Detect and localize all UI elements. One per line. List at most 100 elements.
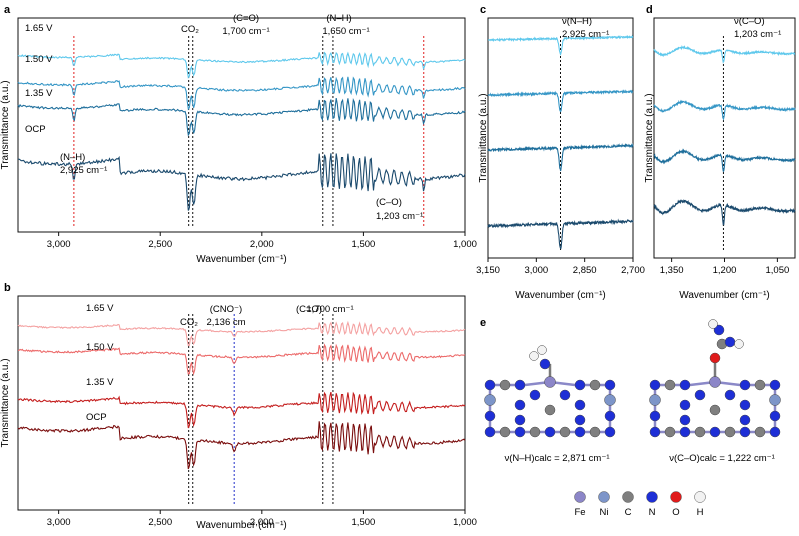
atom-mol-1-10	[499, 379, 511, 391]
series-line-d-0	[653, 45, 796, 64]
element-legend: Fe Ni C N O H	[574, 491, 706, 518]
y-axis-label-b: Transmittance (a.u.)	[0, 358, 11, 447]
legend-label-ni: Ni	[600, 507, 609, 518]
legend-swatch-c	[622, 491, 634, 503]
series-label-a-0: 1.65 V	[25, 23, 53, 34]
x-tick-label-d-0: 1,350	[660, 265, 684, 276]
atom-mol-1-9	[484, 379, 496, 391]
atom-mol-2-12	[739, 379, 751, 391]
atom-mol-1-19	[514, 399, 526, 411]
co-calc-caption: ν(C–O)calc = 1,222 cm⁻¹	[669, 453, 775, 464]
atom-mol-1-7	[589, 426, 601, 438]
annotation-a-0: CO₂	[181, 24, 199, 35]
atom-mol-1-11	[514, 379, 526, 391]
x-tick-label-b-4: 1,000	[453, 517, 477, 528]
legend-label-o: O	[672, 507, 679, 518]
atom-mol-2-14	[769, 379, 781, 391]
atom-mol-2-16	[649, 410, 661, 422]
series-line-d-1	[653, 99, 796, 121]
atom-mol-2-6	[739, 426, 751, 438]
series-line-b-1	[17, 343, 466, 376]
atom-mol-2-9	[649, 379, 661, 391]
atom-mol-1-0	[484, 426, 496, 438]
atom-mol-2-27	[709, 352, 721, 364]
panel-label-b: b	[4, 282, 11, 294]
panel-label-d: d	[646, 4, 653, 16]
annotation-a-2: 1,700 cm⁻¹	[222, 26, 269, 37]
x-tick-label-a-0: 3,000	[47, 239, 71, 250]
atom-mol-2-13	[754, 379, 766, 391]
x-tick-label-c-0: 3,150	[476, 265, 500, 276]
atom-mol-2-24	[709, 404, 721, 416]
plot-frame-b	[17, 295, 466, 511]
series-label-b-3: OCP	[86, 412, 107, 423]
annotation-a-3: (N–H)	[326, 13, 351, 24]
atom-mol-2-7	[754, 426, 766, 438]
series-line-a-3	[18, 153, 466, 211]
series-line-d-3	[653, 199, 796, 226]
annotation-d-1: 1,203 cm⁻¹	[734, 29, 781, 40]
atom-mol-2-23	[709, 376, 721, 388]
series-label-a-3: OCP	[25, 124, 46, 135]
annotation-b-0: CO₂	[180, 317, 198, 328]
atom-mol-2-19	[679, 399, 691, 411]
atom-mol-2-1	[664, 426, 676, 438]
series-label-b-2: 1.35 V	[86, 377, 114, 388]
series-line-c-2	[487, 142, 634, 172]
chart-panel-d: 1,350 1,200 1,050 Wavenumber (cm⁻¹) Transmit…	[644, 16, 796, 301]
atom-mol-1-28	[529, 351, 539, 361]
x-tick-label-b-1: 2,500	[148, 517, 172, 528]
legend-label-n: N	[649, 507, 656, 518]
atom-mol-1-17	[604, 394, 616, 406]
atom-mol-1-18	[604, 410, 616, 422]
atom-mol-1-20	[574, 399, 586, 411]
atom-mol-2-3	[694, 426, 706, 438]
y-axis-label-d: Transmittance (a.u.)	[644, 93, 655, 182]
series-line-d-2	[653, 148, 796, 173]
atom-mol-1-6	[574, 426, 586, 438]
legend-swatch-ni	[598, 491, 610, 503]
annotation-c-0: ν(N–H)	[562, 16, 592, 27]
x-tick-label-b-0: 3,000	[47, 517, 71, 528]
legend-label-c: C	[625, 507, 632, 518]
atom-mol-2-8	[769, 426, 781, 438]
legend-swatch-fe	[574, 491, 586, 503]
series-line-a-2	[17, 97, 466, 137]
series-line-c-1	[487, 89, 634, 113]
series-line-c-0	[488, 34, 634, 56]
x-axis-label-b: Wavenumber (cm⁻¹)	[196, 520, 286, 531]
atom-mol-2-17	[769, 394, 781, 406]
series-line-a-1	[17, 76, 466, 111]
atom-mol-2-29	[724, 336, 736, 348]
x-tick-label-d-1: 1,200	[713, 265, 737, 276]
x-axis-label-a: Wavenumber (cm⁻¹)	[196, 254, 286, 265]
atom-mol-1-8	[604, 426, 616, 438]
atom-mol-1-13	[589, 379, 601, 391]
series-label-a-2: 1.35 V	[25, 88, 53, 99]
series-label-b-1: 1.50 V	[86, 342, 114, 353]
atom-mol-1-14	[604, 379, 616, 391]
atom-mol-2-30	[713, 324, 725, 336]
x-tick-label-b-3: 1,500	[352, 517, 376, 528]
atom-mol-2-26	[724, 389, 736, 401]
atom-mol-2-15	[649, 394, 661, 406]
atom-mol-1-23	[544, 376, 556, 388]
x-axis-label-c: Wavenumber (cm⁻¹)	[515, 290, 605, 301]
series-line-b-2	[17, 391, 466, 429]
atom-mol-1-22	[574, 414, 586, 426]
series-line-a-0	[17, 51, 466, 79]
atom-mol-2-21	[679, 414, 691, 426]
atom-mol-2-18	[769, 410, 781, 422]
atom-mol-1-27	[539, 358, 551, 370]
annotation-a-6: 2,925 cm⁻¹	[60, 165, 107, 176]
atom-mol-1-15	[484, 394, 496, 406]
atom-mol-2-4	[709, 426, 721, 438]
atom-mol-1-26	[559, 389, 571, 401]
molecule-model-co	[649, 319, 781, 438]
x-tick-label-b-2: 2,000	[250, 517, 274, 528]
panel-label-c: c	[480, 4, 486, 16]
atom-mol-1-1	[499, 426, 511, 438]
atom-mol-2-22	[739, 414, 751, 426]
chart-panel-a: 3,000 2,500 2,000 1,500 1,000 Wavenumber (cm⁻…	[0, 13, 477, 265]
